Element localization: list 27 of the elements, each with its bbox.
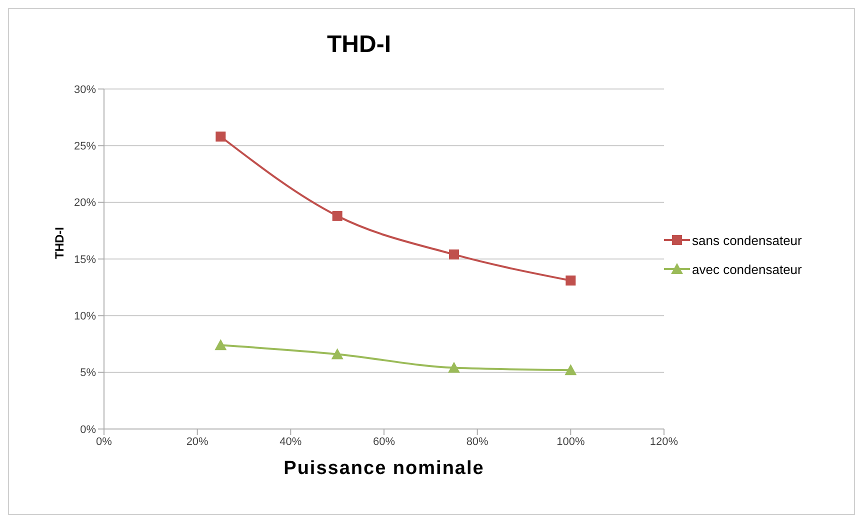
x-tick-label: 80% [466, 436, 489, 448]
point [216, 132, 226, 142]
y-tick-label: 10% [74, 310, 96, 323]
y-tick-label: 25% [74, 140, 96, 153]
chart-title: THD-I [326, 31, 392, 59]
point [449, 249, 459, 260]
x-tick-label: 60% [372, 436, 396, 448]
point [564, 364, 577, 376]
x-axis-title: Puissance nominale [284, 458, 484, 479]
x-tick-label: 100% [556, 436, 585, 448]
y-axis-title: THD-I [52, 227, 66, 259]
x-tick-label: 120% [650, 436, 678, 448]
point [448, 362, 460, 373]
y-tick-label: 0% [80, 424, 96, 436]
y-tick-label: 30% [74, 84, 96, 96]
legend-label: sans condensateur [692, 232, 802, 248]
x-tick-label: 40% [280, 436, 302, 448]
y-tick-label: 20% [74, 197, 96, 210]
point [332, 210, 342, 221]
x-tick-label: 20% [186, 436, 209, 448]
y-tick-label: 15% [74, 254, 96, 266]
y-tick-label: 5% [80, 367, 96, 380]
point [566, 276, 576, 286]
point [214, 339, 227, 350]
x-tick-label: 0% [96, 436, 112, 448]
point [331, 348, 344, 360]
legend-label: avec condensateur [692, 262, 802, 276]
